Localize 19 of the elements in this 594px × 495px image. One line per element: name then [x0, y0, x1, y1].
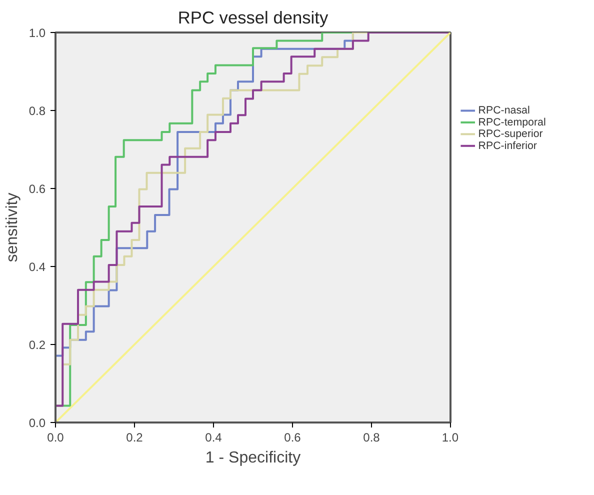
x-tick-label: 0.6 — [284, 430, 302, 444]
y-tick-label: 0.2 — [28, 338, 46, 352]
x-tick-label: 0.4 — [205, 430, 222, 444]
y-tick-label: 0.6 — [28, 182, 46, 196]
x-tick-label: 0.2 — [126, 430, 144, 444]
y-tick-label: 1.0 — [28, 26, 46, 40]
x-axis-title: 1 - Specificity — [205, 450, 301, 466]
y-tick-label: 0.0 — [28, 416, 46, 430]
chart-title: RPC vessel density — [178, 8, 328, 28]
legend-label: RPC-temporal — [478, 116, 546, 128]
x-tick-label: 0.0 — [47, 430, 64, 444]
x-tick-label: 1.0 — [442, 430, 459, 444]
x-tick-label: 0.8 — [363, 430, 380, 444]
y-tick-label: 0.8 — [28, 104, 46, 118]
y-axis-title: sensitivity — [4, 192, 21, 262]
legend-label: RPC-nasal — [478, 104, 530, 117]
y-tick-label: 0.4 — [28, 260, 46, 274]
legend-label: RPC-superior — [478, 128, 544, 140]
legend-label: RPC-inferior — [478, 140, 538, 152]
